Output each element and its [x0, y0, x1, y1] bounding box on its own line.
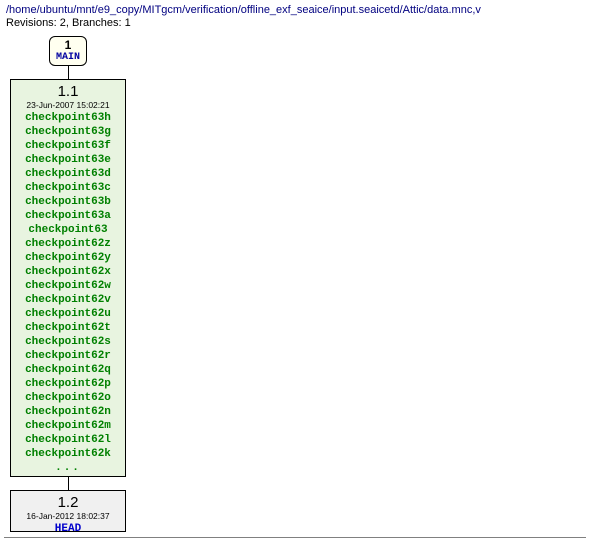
revision-tag: checkpoint62v [25, 293, 111, 307]
revision-tag: checkpoint62z [25, 237, 111, 251]
revision-tag: checkpoint62t [25, 321, 111, 335]
revision-tag: checkpoint62m [25, 419, 111, 433]
revision-tag: checkpoint63e [25, 153, 111, 167]
revision-tag: checkpoint62n [25, 405, 111, 419]
revision-tag: checkpoint62u [25, 307, 111, 321]
revision-title: 1.1 [15, 83, 121, 100]
branch-node-main: 1 MAIN [49, 36, 87, 66]
revision-tag: checkpoint63h [25, 111, 111, 125]
revision-node-1.1: 1.1 23-Jun-2007 15:02:21 checkpoint63hch… [10, 79, 126, 477]
revision-tag: checkpoint63d [25, 167, 111, 181]
revision-tag: checkpoint62r [25, 349, 111, 363]
revision-tag: checkpoint62x [25, 265, 111, 279]
revision-tag: checkpoint62k [25, 447, 111, 461]
footer-rule [4, 537, 586, 539]
file-path: /home/ubuntu/mnt/e9_copy/MITgcm/verifica… [6, 4, 584, 16]
branch-number: 1 [54, 39, 82, 52]
revision-node-1.2: 1.2 16-Jan-2012 18:02:37 HEAD [10, 490, 126, 532]
tags-ellipsis: ... [55, 461, 81, 475]
revision-tag: checkpoint63a [25, 209, 111, 223]
revision-title: 1.2 [15, 494, 121, 511]
tag-list: checkpoint63hcheckpoint63gcheckpoint63fc… [15, 111, 121, 475]
diagram-root: /home/ubuntu/mnt/e9_copy/MITgcm/verifica… [0, 0, 590, 543]
revision-tag: checkpoint62p [25, 377, 111, 391]
revision-tag: checkpoint62y [25, 251, 111, 265]
revision-tag: checkpoint63 [28, 223, 107, 237]
revision-tag: checkpoint62q [25, 363, 111, 377]
connector-line [68, 477, 69, 490]
connector-line [68, 66, 69, 79]
revision-tag: checkpoint62o [25, 391, 111, 405]
revision-tag: checkpoint63c [25, 181, 111, 195]
revision-tag: checkpoint63f [25, 139, 111, 153]
branch-label: MAIN [54, 52, 82, 63]
revision-tag: checkpoint62s [25, 335, 111, 349]
revision-meta: Revisions: 2, Branches: 1 [6, 17, 584, 29]
revision-tag: checkpoint63b [25, 195, 111, 209]
revision-tag: checkpoint63g [25, 125, 111, 139]
revision-date: 23-Jun-2007 15:02:21 [15, 100, 121, 111]
head-tag: HEAD [15, 522, 121, 536]
revision-tag: checkpoint62w [25, 279, 111, 293]
revision-date: 16-Jan-2012 18:02:37 [15, 511, 121, 522]
revision-tag: checkpoint62l [25, 433, 111, 447]
header: /home/ubuntu/mnt/e9_copy/MITgcm/verifica… [6, 4, 584, 29]
